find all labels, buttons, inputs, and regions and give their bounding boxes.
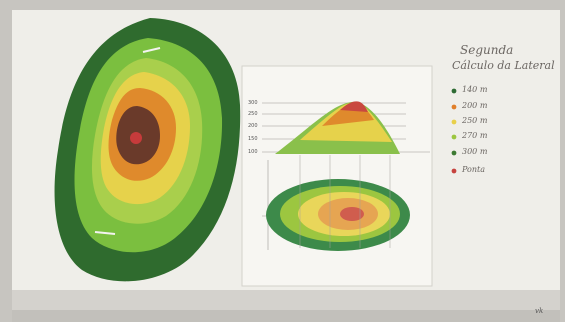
cross-section-drawing xyxy=(241,65,433,287)
pin-bottom xyxy=(94,231,116,235)
axis-tick-100: 100 xyxy=(248,149,258,155)
table-shadow xyxy=(12,290,560,322)
axis-tick-250: 250 xyxy=(248,111,258,117)
handwritten-title-line1: Segunda xyxy=(460,43,514,57)
legend-label-6: Ponta xyxy=(462,165,486,174)
pin-top xyxy=(142,47,161,53)
legend-label-2: 200 m xyxy=(462,101,488,110)
axis-tick-200: 200 xyxy=(248,123,258,129)
legend-label-5: 300 m xyxy=(462,147,488,156)
legend-dots xyxy=(451,88,457,174)
felt-contour-model xyxy=(54,18,241,282)
legend-label-4: 270 m xyxy=(462,131,488,140)
legend-label-3: 250 m xyxy=(462,116,488,125)
axis-tick-150: 150 xyxy=(248,136,258,142)
legend-label-1: 140 m xyxy=(462,85,488,94)
corner-mark: vk xyxy=(535,307,544,315)
handwritten-title-line2: Cálculo da Lateral xyxy=(452,59,555,72)
axis-tick-300: 300 xyxy=(248,100,258,106)
felt-peak-red xyxy=(130,132,142,144)
